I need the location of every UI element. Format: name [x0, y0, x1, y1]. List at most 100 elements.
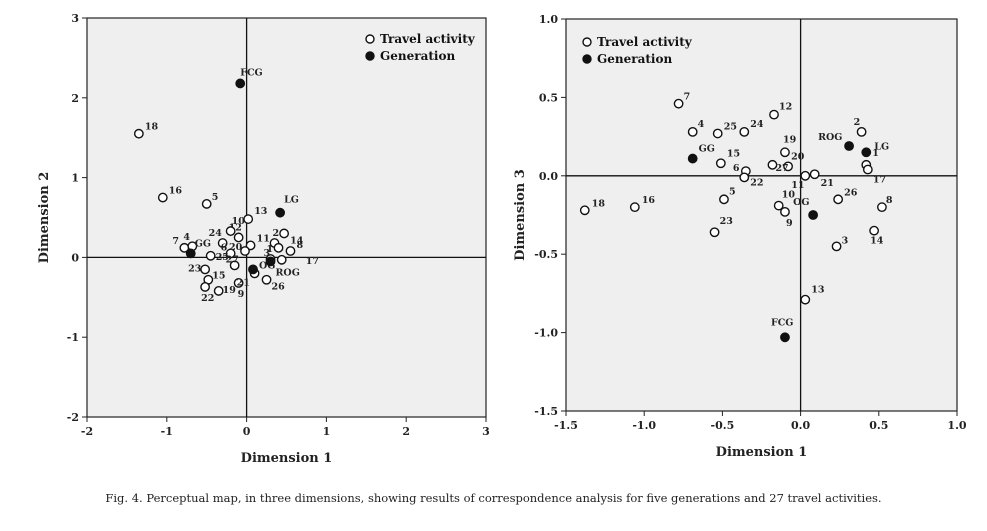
x-tick-label: -1.0 — [632, 419, 656, 432]
activity-point — [629, 202, 640, 213]
figure-caption: Fig. 4. Perceptual map, in three dimensi… — [105, 491, 882, 505]
x-tick-label: 1 — [323, 425, 331, 438]
x-tick-label: -0.5 — [711, 419, 735, 432]
generation-point — [808, 210, 819, 220]
y-tick-label: 0 — [71, 251, 79, 264]
point-label: 27 — [775, 163, 788, 174]
point-label: 5 — [729, 186, 736, 197]
y-tick-label: -1 — [67, 331, 79, 344]
x-tick-label: 0 — [243, 425, 251, 438]
activity-point — [780, 206, 790, 217]
activity-point — [279, 228, 290, 239]
y-tick-label: 0.0 — [539, 170, 558, 183]
legend-entry: Generation — [597, 52, 672, 66]
point-label: 20 — [791, 151, 805, 162]
activity-point — [809, 169, 820, 180]
point-label: 4 — [698, 119, 705, 130]
x-tick-label: 0.0 — [791, 419, 810, 432]
point-label: 19 — [223, 285, 237, 296]
plot-area — [86, 17, 487, 418]
activity-point — [769, 109, 779, 120]
generation-point — [185, 248, 196, 259]
activity-point — [719, 194, 729, 205]
point-label: OG — [793, 197, 809, 208]
legend-entry: Travel activity — [380, 32, 476, 46]
point-label: 16 — [642, 195, 656, 206]
chart-2: -1.5 -1.0 -0.5 0.0 0.5 1.0 -1.5 -1.0 -0.5 0.0 0.5 1… — [513, 13, 967, 460]
y-tick-label: -1.5 — [534, 405, 558, 418]
activity-point — [201, 199, 212, 209]
point-label: 22 — [750, 177, 763, 188]
legend-marker — [365, 34, 375, 44]
legend-marker — [365, 51, 375, 61]
activity-point — [856, 126, 867, 137]
point-label: 6 — [733, 163, 740, 174]
point-label: GG — [699, 144, 715, 155]
point-label: 14 — [870, 236, 884, 247]
activity-point — [877, 202, 887, 213]
point-label: 7 — [684, 92, 691, 103]
y-tick-label: 3 — [71, 12, 79, 25]
activity-point — [200, 282, 211, 292]
activity-point — [773, 200, 784, 211]
y-tick-label: 0.5 — [539, 91, 558, 104]
activity-point — [200, 264, 211, 275]
generation-point — [844, 141, 854, 151]
activity-point — [285, 246, 296, 256]
x-tick-label: -1.5 — [554, 419, 578, 432]
point-label: GG — [195, 238, 211, 249]
point-label: 10 — [782, 190, 796, 201]
activity-point — [273, 242, 284, 253]
activity-point — [261, 274, 272, 285]
point-label: 3 — [842, 235, 849, 246]
point-label: 24 — [750, 119, 764, 130]
y-tick-label: -0.5 — [534, 248, 558, 261]
legend-marker — [582, 54, 592, 64]
point-label: 8 — [296, 240, 303, 251]
point-label: 10 — [232, 216, 246, 227]
x-axis-title: Dimension 1 — [241, 451, 333, 466]
point-label: 20 — [229, 242, 243, 253]
generation-point — [275, 207, 286, 218]
x-tick-label: 0.5 — [869, 419, 888, 432]
x-axis-title: Dimension 1 — [716, 445, 808, 460]
point-label: 18 — [145, 122, 159, 133]
legend-entry: Generation — [380, 49, 455, 63]
activity-point — [276, 254, 287, 265]
point-label: FCG — [240, 67, 262, 78]
activity-point — [767, 159, 778, 170]
generation-point — [861, 147, 872, 158]
point-label: LG — [284, 195, 299, 206]
point-label: 27 — [226, 254, 239, 265]
point-label: 21 — [237, 277, 250, 288]
point-label: 21 — [821, 178, 834, 189]
point-label: 25 — [216, 252, 229, 263]
activity-point — [225, 248, 236, 259]
y-tick-label: 2 — [71, 92, 79, 105]
point-label: 26 — [844, 187, 858, 198]
x-tick-label: 1.0 — [947, 419, 966, 432]
point-label: 1 — [267, 244, 274, 255]
point-label: 16 — [169, 186, 183, 197]
y-axis-title: Dimension 3 — [513, 169, 528, 261]
point-label: 17 — [306, 256, 319, 267]
point-label: 22 — [201, 293, 214, 304]
activity-point — [579, 205, 590, 216]
activity-point — [800, 294, 811, 305]
activity-point — [243, 214, 254, 224]
y-tick-label: -2 — [67, 411, 79, 424]
x-tick-label: -1 — [161, 425, 173, 438]
y-axis-title: Dimension 2 — [37, 172, 52, 264]
activity-point — [133, 128, 144, 139]
point-label: 25 — [724, 121, 737, 132]
activity-point — [225, 226, 236, 236]
activity-point — [739, 172, 750, 183]
y-tick-label: 1.0 — [539, 13, 558, 26]
point-label: 11 — [791, 180, 804, 191]
point-label: 11 — [257, 233, 270, 244]
activity-point — [157, 192, 168, 203]
point-label: 23 — [720, 216, 733, 227]
point-label: 5 — [212, 192, 219, 203]
